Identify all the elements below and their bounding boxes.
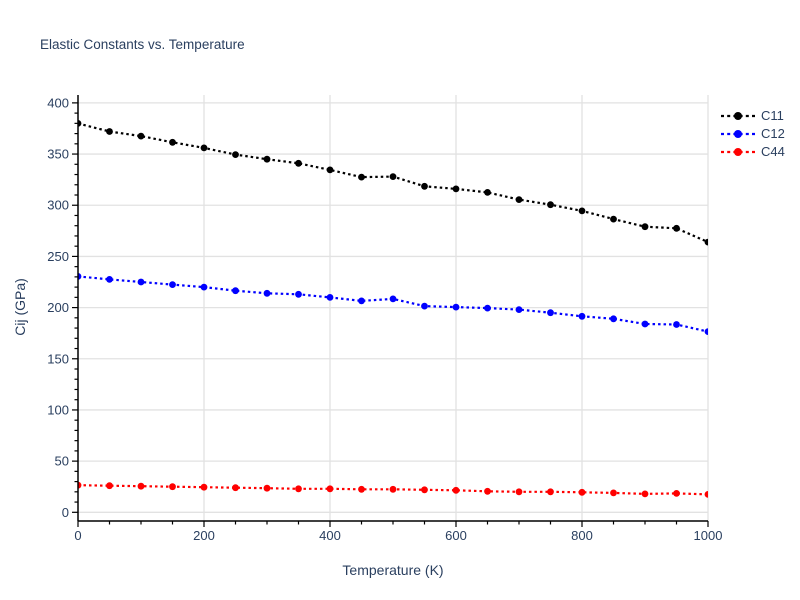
series-C12-marker	[263, 289, 271, 297]
legend-sample-c44-icon	[721, 148, 755, 156]
x-tick-label: 400	[319, 528, 341, 543]
series-C44-marker	[610, 489, 617, 497]
series-C11-marker	[326, 166, 334, 174]
series-C11-marker	[78, 120, 82, 127]
series-C11-marker	[421, 182, 428, 190]
series-C11-marker	[610, 215, 617, 223]
legend-item-c12: C12	[720, 125, 785, 143]
legend: C11 C12 C44	[720, 107, 785, 161]
series-C44	[78, 481, 708, 498]
series-C44-marker	[137, 482, 145, 490]
series-C44-marker	[232, 484, 239, 492]
legend-item-c44: C44	[720, 143, 785, 161]
legend-sample-c12-icon	[721, 130, 755, 138]
series-C12-marker	[704, 328, 708, 335]
series-C11-marker	[169, 138, 176, 146]
series-C44-marker	[641, 490, 649, 498]
series-C44-marker	[547, 488, 554, 496]
series-C44-marker	[295, 485, 302, 493]
series-C11-marker	[232, 151, 239, 159]
series-C12-marker	[137, 278, 145, 286]
legend-sample-c11-icon	[721, 112, 755, 120]
series-C12-marker	[452, 303, 460, 311]
y-tick-label: 400	[47, 95, 69, 110]
series-C12-marker	[641, 320, 649, 328]
series-C44-marker	[484, 487, 491, 495]
series-C11-marker	[295, 159, 302, 167]
x-tick-label: 1000	[694, 528, 723, 543]
legend-item-c11: C11	[720, 107, 785, 125]
series-C11-marker	[515, 196, 523, 204]
series-C44-marker	[452, 486, 460, 494]
series-C11-marker	[578, 207, 586, 215]
series-C11-marker	[106, 128, 113, 135]
series-C12-marker	[169, 281, 176, 288]
series-C44-marker	[200, 483, 208, 491]
series-C12-marker	[484, 304, 491, 312]
series-C44-marker	[358, 485, 365, 493]
series-C12-marker	[106, 276, 113, 283]
series-C44-marker	[169, 483, 176, 491]
legend-label-c12: C12	[761, 126, 785, 141]
series-C12-marker	[421, 302, 428, 310]
y-tick-label: 100	[47, 402, 69, 417]
legend-label-c11: C11	[761, 108, 784, 123]
series-C11-marker	[452, 185, 460, 193]
series-C12	[78, 273, 708, 335]
series-C44-marker	[326, 485, 334, 493]
series-C11-marker	[200, 144, 208, 152]
y-tick-label: 150	[47, 351, 69, 366]
series-C44-marker	[704, 491, 708, 498]
y-tick-label: 300	[47, 198, 69, 213]
series-C44-marker	[389, 485, 397, 493]
y-tick-label: 0	[62, 505, 69, 520]
series-C11-marker	[484, 189, 491, 196]
y-axis-title: Cij (GPa)	[12, 278, 28, 336]
y-tick-label: 50	[55, 454, 69, 469]
series-C12-line	[78, 275, 708, 333]
y-tick-label: 250	[47, 249, 69, 264]
series-C11-marker	[641, 223, 649, 231]
series-C12-marker	[200, 283, 208, 291]
series-C12-marker	[673, 321, 680, 328]
series-C12-marker	[232, 287, 239, 295]
series-C11-marker	[704, 238, 708, 246]
series-C44-marker	[578, 488, 586, 496]
series-C12-marker	[78, 273, 82, 280]
series-C12-marker	[295, 290, 302, 298]
series-C11-marker	[263, 155, 271, 163]
series-C11-marker	[137, 132, 145, 140]
x-tick-label: 0	[74, 528, 81, 543]
series-C44-marker	[263, 484, 271, 492]
y-tick-label: 350	[47, 147, 69, 162]
series-C11-marker	[358, 173, 365, 181]
series-C44-marker	[421, 486, 428, 494]
series-C11	[78, 120, 708, 246]
series-C12-marker	[610, 315, 617, 323]
series-C44-marker	[673, 490, 680, 497]
series-C44-marker	[515, 488, 523, 496]
series-C44-marker	[78, 481, 82, 489]
series-C12-marker	[358, 297, 365, 305]
series-C12-marker	[515, 306, 523, 313]
series-C44-marker	[106, 482, 113, 490]
series-C11-marker	[547, 201, 554, 209]
series-C11-marker	[673, 224, 680, 232]
y-tick-label: 200	[47, 300, 69, 315]
x-axis-title: Temperature (K)	[342, 562, 444, 578]
x-tick-label: 200	[193, 528, 215, 543]
series-C12-marker	[326, 294, 334, 301]
series-C12-marker	[547, 309, 554, 317]
series-C12-marker	[389, 295, 397, 303]
chart-title: Elastic Constants vs. Temperature	[40, 37, 245, 52]
x-tick-label: 800	[571, 528, 593, 543]
x-tick-label: 600	[445, 528, 467, 543]
series-C11-marker	[389, 173, 397, 181]
legend-label-c44: C44	[761, 144, 785, 159]
series-C12-marker	[578, 312, 586, 320]
